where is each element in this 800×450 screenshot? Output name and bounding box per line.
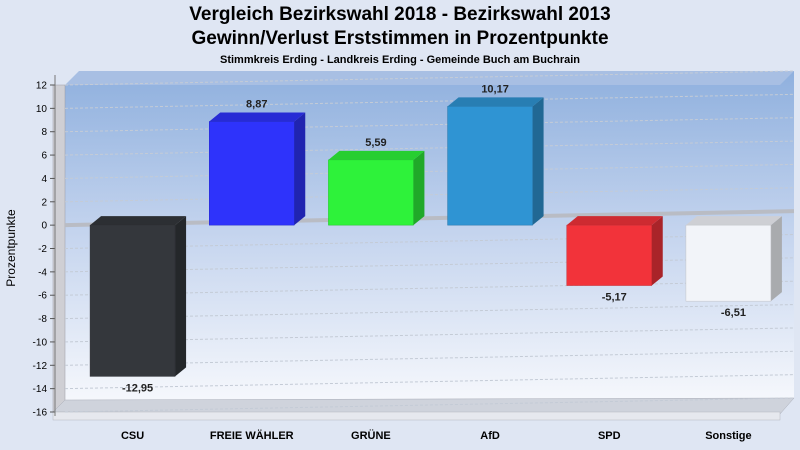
gridline [64,397,795,413]
y-tick-label: 8 [41,127,47,138]
bar-side [175,216,187,377]
data-label: 10,17 [481,83,509,95]
bar-spd [566,216,663,286]
y-tick-label: -6 [38,291,47,302]
y-axis: 12 10 8 6 4 2 0 -2 -4 -6 -8 -10 -12 -14 -16 [33,75,56,419]
y-tick-label: -2 [38,244,47,255]
bar-front [685,224,772,302]
bar-front [566,224,652,286]
data-label: -6,51 [721,307,746,319]
data-label: -5,17 [602,292,627,304]
y-tick-label: -8 [38,314,47,325]
x-axis-categories: CSU FREIE WÄHLER GRÜNE AfD SPD Sonstige [121,429,752,442]
bar-top [90,216,187,226]
y-tick-label: 0 [41,221,47,232]
bar-grüne [328,150,425,226]
category-label: GRÜNE [351,429,391,442]
gridline [64,327,795,343]
y-tick-label: 2 [41,197,47,208]
category-label: CSU [121,430,144,442]
bar-top [328,150,425,160]
y-tick-label: -4 [38,267,47,278]
y-tick-label: -16 [33,408,48,419]
plot-floor-front [52,411,781,421]
y-tick-label: 10 [36,104,48,115]
bar-side [294,112,306,226]
plot-top-edge [65,71,794,85]
bars [89,97,782,377]
gridline [64,280,795,296]
chart-subtitle: Stimmkreis Erding - Landkreis Erding - G… [219,54,581,66]
bar-sonstige [685,216,782,302]
gridline [64,209,795,228]
bar-top [209,112,306,122]
category-label: Sonstige [705,430,751,442]
gridline [64,257,795,273]
bar-front [89,224,176,377]
bar-front [209,121,295,226]
y-tick-label: 12 [36,81,48,92]
chart-title-line-2: Gewinn/Verlust Erststimmen in Prozentpun… [191,28,609,49]
data-labels: -12,95 8,87 5,59 10,17 -5,17 -6,51 [122,83,746,394]
y-tick-label: 4 [41,174,47,185]
y-tick-label: -14 [33,384,48,395]
y-tick-label: 6 [41,151,47,162]
bar-front [447,106,533,226]
gridline [64,70,795,86]
bar-front [328,159,414,226]
gridline [64,93,795,109]
bar-afd [447,97,544,226]
gridline [64,163,795,179]
gridline [64,374,795,390]
gridline [64,304,795,320]
bar-freie-wähler [209,112,306,226]
bar-top [685,216,782,226]
data-label: 8,87 [246,99,267,111]
bar-top [566,216,663,226]
chart-title: Vergleich Bezirkswahl 2018 - Bezirkswahl… [189,4,611,25]
bar-csu [89,216,187,377]
bar-side [770,216,782,302]
y-tick-label: -10 [33,337,48,348]
data-label: 5,59 [365,137,386,149]
gridline [64,187,795,203]
data-label: -12,95 [122,382,153,394]
gridline [64,140,795,156]
gridlines [64,70,795,413]
bar-side [413,150,425,226]
gridline [64,350,795,366]
bar-side [532,97,544,226]
y-tick-label: -12 [33,361,48,372]
bar-top [447,97,544,107]
category-label: AfD [480,430,500,442]
category-label: FREIE WÄHLER [210,429,294,442]
gridline [64,234,795,249]
bar-side [651,216,663,286]
gridline [64,117,795,133]
category-label: SPD [598,430,621,442]
